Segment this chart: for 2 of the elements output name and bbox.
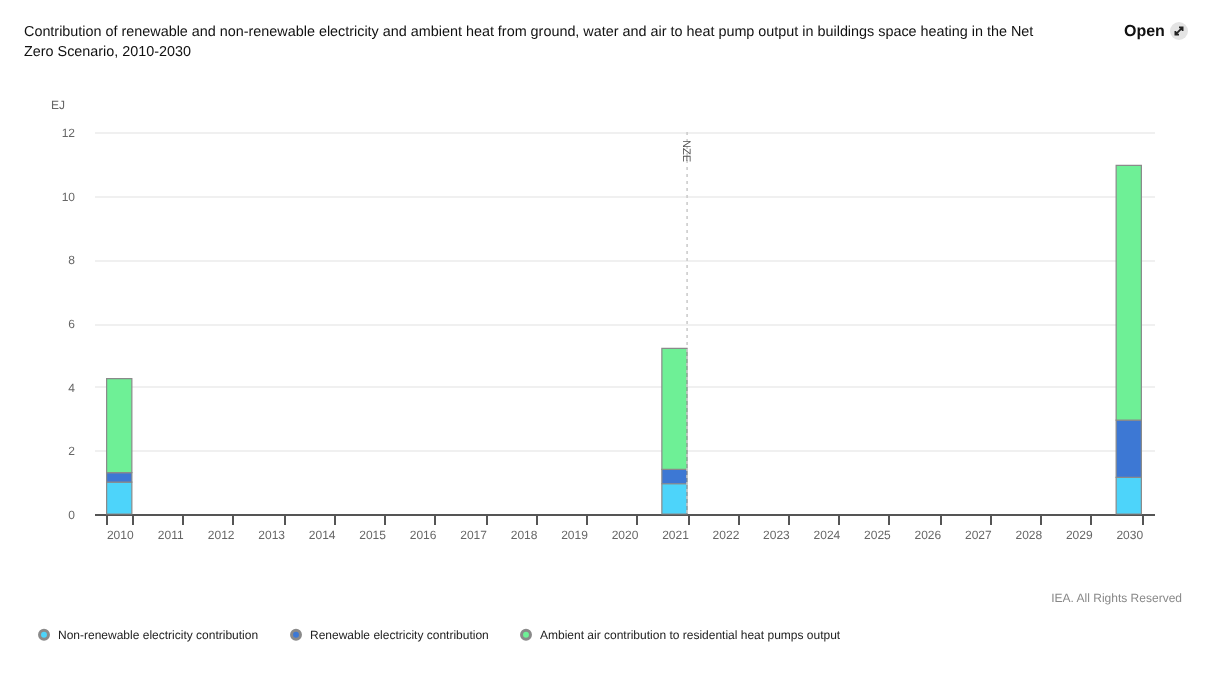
text: Open bbox=[1124, 22, 1165, 40]
bar bbox=[106, 481, 133, 515]
